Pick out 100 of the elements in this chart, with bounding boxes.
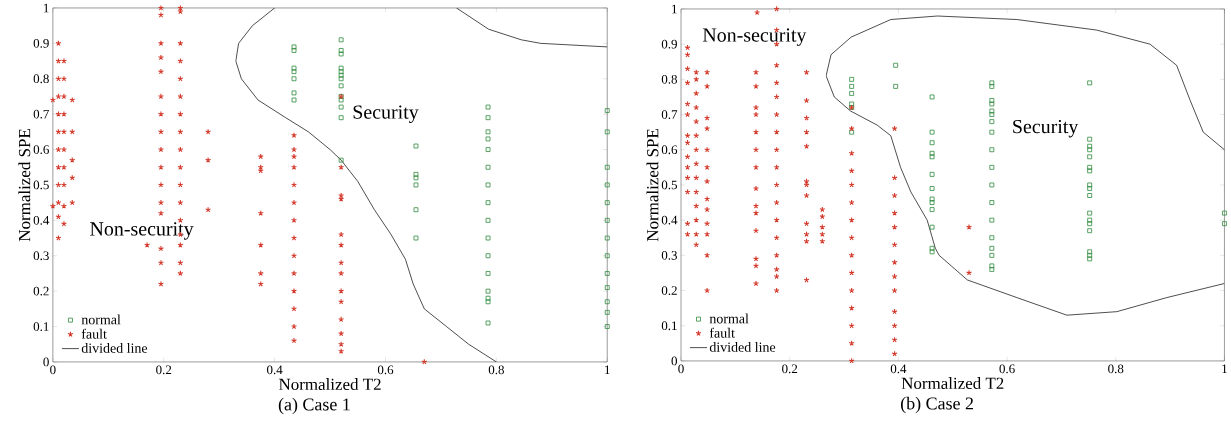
point <box>849 101 855 107</box>
annotation: Non-security <box>90 222 194 240</box>
point <box>989 246 995 251</box>
point <box>929 140 935 146</box>
annotation: Security <box>1013 120 1079 138</box>
y-tick-label: 0.6 <box>33 145 49 155</box>
point <box>338 157 344 163</box>
point <box>604 129 610 135</box>
point <box>1087 154 1093 160</box>
point <box>989 80 995 86</box>
text: (a) Case 1 <box>278 398 350 415</box>
point <box>929 207 935 213</box>
annotation: Non-security <box>702 28 807 47</box>
point <box>291 97 297 103</box>
legend-label: divided line <box>709 342 776 353</box>
point <box>338 37 344 43</box>
legend-label: normal <box>709 313 749 324</box>
point <box>338 104 344 110</box>
point <box>291 44 297 50</box>
point <box>989 165 995 170</box>
y-tick-label: 0.9 <box>33 39 49 48</box>
x-tick-label: 0.4 <box>890 364 907 374</box>
x-tick-label: 0.8 <box>488 365 504 375</box>
point <box>929 94 935 100</box>
point <box>485 320 491 326</box>
point <box>338 48 344 53</box>
y-tick-label: 1 <box>672 4 677 14</box>
y-tick-label: 0.4 <box>661 215 678 225</box>
point <box>291 76 297 82</box>
point <box>485 104 491 110</box>
x-tick-label: 1 <box>1222 364 1227 374</box>
y-axis-title: Normalized SPE <box>646 129 659 242</box>
point <box>929 200 935 206</box>
point <box>485 288 491 294</box>
y-tick-label: 0.5 <box>661 180 677 190</box>
point <box>1087 182 1093 188</box>
point <box>989 200 995 206</box>
point <box>291 90 297 96</box>
y-axis-title: Normalized SPE <box>18 129 31 242</box>
y-tick-label: 0.1 <box>33 322 49 332</box>
point <box>604 285 610 291</box>
y-tick-label: 0.3 <box>661 251 677 260</box>
y-tick-label: 0 <box>43 357 49 367</box>
point <box>1087 221 1093 227</box>
x-tick-label: 0.2 <box>156 365 172 375</box>
point <box>1087 228 1093 234</box>
point <box>413 172 419 177</box>
point <box>338 69 344 75</box>
y-tick-label: 0.1 <box>661 321 677 331</box>
point <box>849 84 855 89</box>
y-tick-label: 0.8 <box>33 74 49 84</box>
y-tick-label: 0.7 <box>661 110 678 120</box>
point <box>485 115 491 121</box>
point <box>413 182 419 188</box>
point <box>989 263 995 269</box>
legend-label: divided line <box>81 343 148 353</box>
point <box>1087 136 1093 142</box>
point <box>989 267 995 272</box>
legend-label: fault <box>81 328 107 339</box>
y-tick-label: 0 <box>671 356 678 366</box>
point <box>485 218 491 223</box>
point <box>989 182 995 188</box>
x-tick-label: 0.4 <box>267 365 283 375</box>
y-tick-label: 0.4 <box>33 216 50 225</box>
y-tick-label: 0.7 <box>33 109 49 119</box>
point <box>485 165 491 170</box>
point <box>485 235 491 241</box>
point <box>604 165 610 170</box>
y-tick-label: 0.5 <box>33 180 49 190</box>
point <box>485 147 491 153</box>
point <box>989 217 995 223</box>
point <box>1087 186 1093 191</box>
point <box>485 271 491 276</box>
point <box>929 249 935 255</box>
point <box>989 235 995 241</box>
point <box>1087 143 1093 149</box>
point <box>989 101 995 107</box>
point <box>849 129 855 135</box>
point <box>485 295 491 301</box>
y-tick-label: 0.2 <box>661 286 677 296</box>
point <box>1087 147 1093 153</box>
point <box>485 253 491 259</box>
annotation: Security <box>353 105 419 124</box>
point <box>893 84 899 89</box>
point <box>291 65 297 71</box>
point <box>929 224 935 230</box>
point <box>604 299 610 305</box>
x-tick-label: 0.8 <box>1108 364 1124 374</box>
point <box>338 51 344 57</box>
y-tick-label: 0.6 <box>661 145 678 155</box>
point <box>604 218 610 223</box>
y-tick-label: 0.9 <box>661 39 677 49</box>
point <box>1087 217 1093 223</box>
point <box>338 97 344 103</box>
point <box>338 115 344 121</box>
point <box>849 77 855 82</box>
point <box>989 108 995 114</box>
point <box>485 129 491 135</box>
point <box>1087 256 1093 262</box>
point <box>604 182 610 188</box>
